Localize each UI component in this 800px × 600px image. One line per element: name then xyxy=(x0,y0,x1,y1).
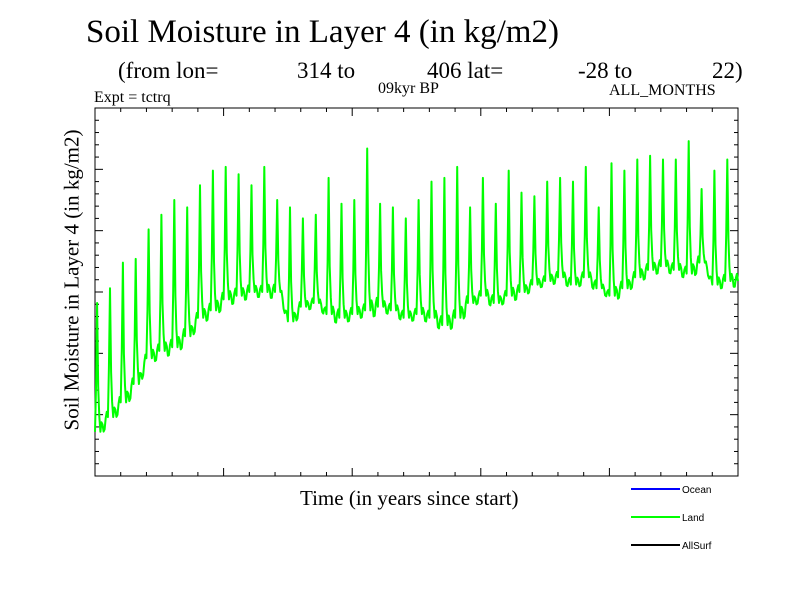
subtitle-lat-start: -28 to xyxy=(578,58,633,83)
experiment-label: Expt = tctrq xyxy=(94,89,171,106)
legend: Ocean Land AllSurf xyxy=(631,485,712,552)
chart-title: Soil Moisture in Layer 4 (in kg/m2) xyxy=(86,14,559,50)
x-axis-label: Time (in years since start) xyxy=(300,486,519,510)
subtitle-lon-end: 406 lat= xyxy=(427,58,504,83)
period-label: 09kyr BP xyxy=(378,80,439,97)
legend-label-ocean: Ocean xyxy=(682,485,711,496)
subtitle-lon-start: 314 to xyxy=(297,58,356,83)
series-line-land xyxy=(94,140,739,433)
subtitle-lat-end: 22) xyxy=(712,58,743,83)
months-label: ALL_MONTHS xyxy=(609,82,716,99)
legend-label-land: Land xyxy=(682,513,704,524)
series-layer xyxy=(94,140,739,433)
subtitle-from-lon: (from lon= xyxy=(118,58,219,83)
legend-label-allsurf: AllSurf xyxy=(682,541,712,552)
